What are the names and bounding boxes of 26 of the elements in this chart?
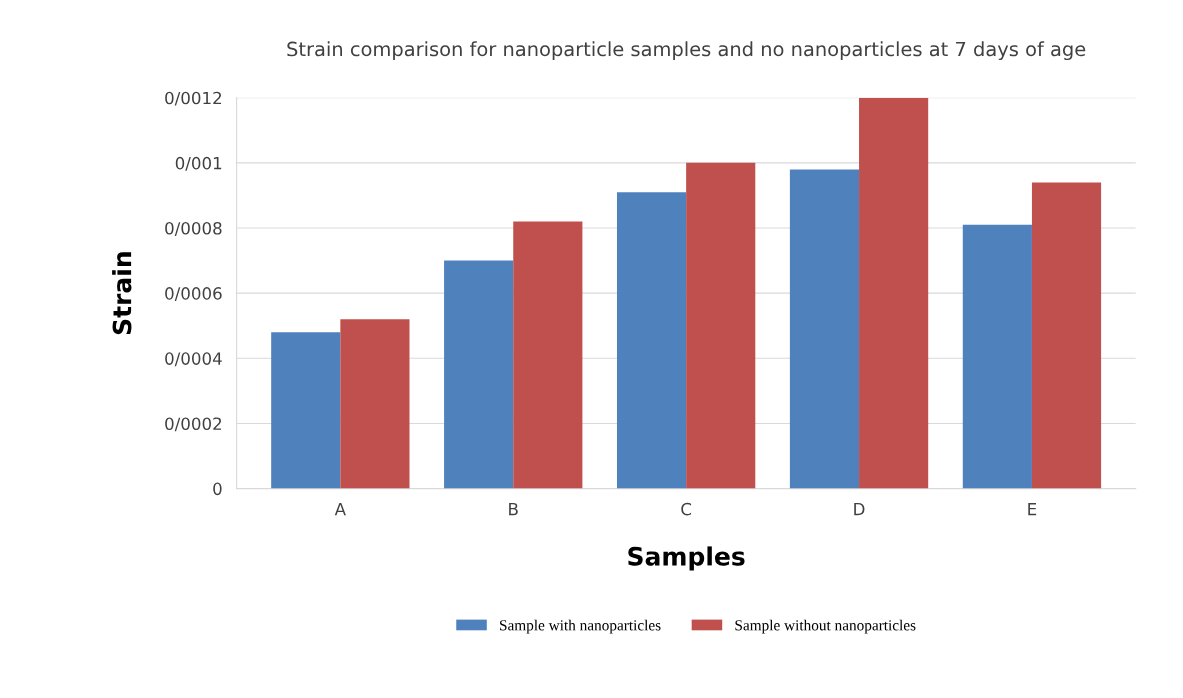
y-tick-label: 0/0012 bbox=[165, 91, 222, 106]
bar bbox=[1031, 182, 1102, 489]
bar bbox=[686, 162, 756, 489]
bar bbox=[444, 260, 514, 489]
x-tick-label: D bbox=[854, 503, 865, 516]
bar bbox=[513, 221, 583, 489]
x-tick-label: C bbox=[681, 502, 692, 516]
y-tick-label: 0/0004 bbox=[165, 352, 222, 367]
bar bbox=[859, 97, 929, 489]
x-tick-label: B bbox=[509, 503, 518, 516]
y-tick-label: 0/001 bbox=[175, 156, 222, 171]
legend-label: Sample without nanoparticles bbox=[735, 619, 916, 634]
x-tick-label: A bbox=[334, 503, 346, 516]
chart-title: Strain comparison for nanoparticle samples and no nanoparticles at 7 days of age bbox=[287, 41, 1086, 61]
bar bbox=[340, 319, 410, 489]
y-tick-label: 0/0006 bbox=[165, 287, 222, 302]
y-tick-label: 0/0002 bbox=[165, 417, 222, 432]
x-axis-title: Samples bbox=[628, 546, 745, 571]
bar bbox=[789, 169, 860, 489]
y-tick-label: 0 bbox=[213, 482, 222, 496]
bar bbox=[271, 332, 341, 489]
y-axis-title: Strain bbox=[112, 252, 132, 335]
bar bbox=[616, 192, 687, 489]
x-tick-label: E bbox=[1028, 503, 1037, 516]
y-tick-label: 0/0008 bbox=[165, 221, 222, 236]
legend-label: Sample with nanoparticles bbox=[500, 619, 661, 634]
